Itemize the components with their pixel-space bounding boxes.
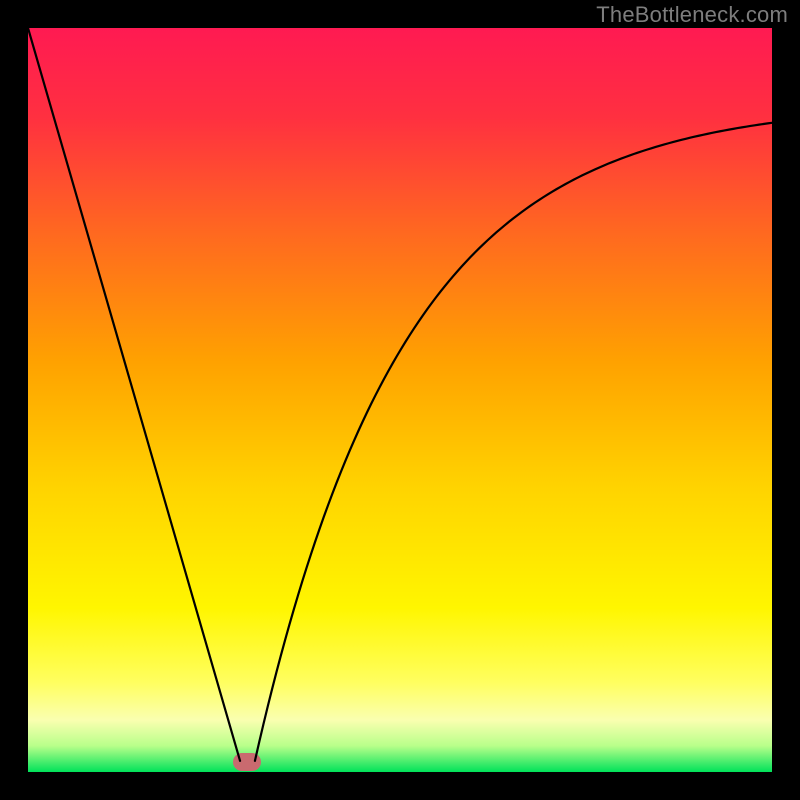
plot-area — [28, 28, 772, 772]
bottleneck-curve — [28, 28, 772, 772]
chart-frame: TheBottleneck.com — [0, 0, 800, 800]
watermark-text: TheBottleneck.com — [596, 2, 788, 28]
